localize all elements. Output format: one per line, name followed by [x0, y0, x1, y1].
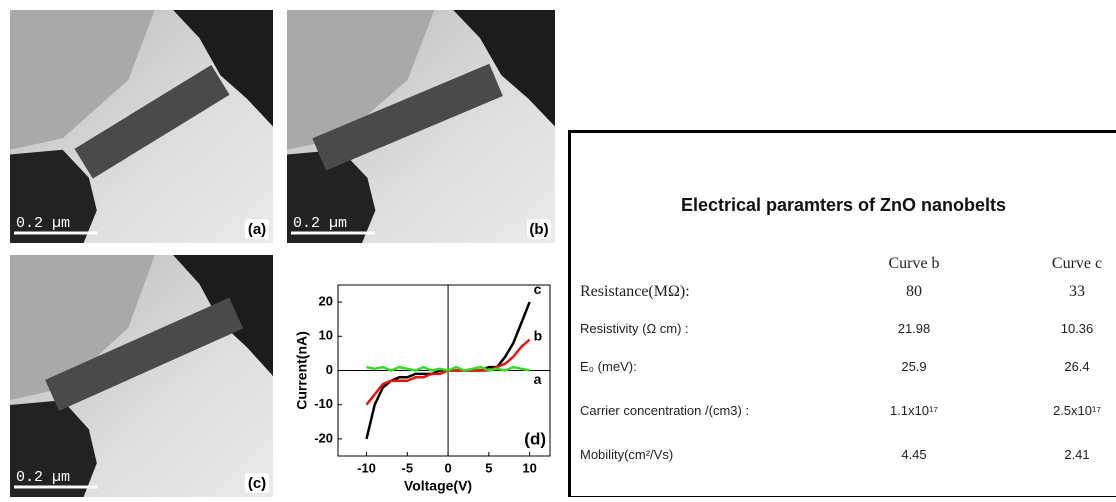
panel-label: (b) — [529, 221, 548, 238]
scale-bar-label: 0.2 µm — [16, 469, 70, 486]
curve-label: a — [534, 371, 542, 387]
curve-label: b — [534, 327, 543, 343]
table-value: 33 — [1069, 283, 1085, 301]
x-tick-label: 0 — [444, 460, 451, 475]
table-value: 21.98 — [898, 321, 931, 336]
table-value: 25.9 — [901, 359, 926, 374]
parameter-table: Electrical paramters of ZnO nanobelts Cu… — [568, 130, 1116, 497]
column-header: Curve c — [1052, 255, 1102, 273]
row-label: Resistivity (Ω cm) : — [580, 321, 689, 336]
panel-label: (a) — [248, 221, 266, 238]
row-label: Resistance(MΩ): — [580, 283, 690, 301]
page: {"panels": [ {"scale_bar": "0.2 µm", "la… — [0, 0, 1116, 502]
scale-bar-label: 0.2 µm — [16, 215, 70, 232]
scale-bar-label: 0.2 µm — [293, 215, 347, 232]
row-label: Mobility(cm²/Vs) — [580, 447, 673, 462]
y-tick-label: 20 — [319, 294, 333, 309]
x-axis-label: Voltage(V) — [404, 478, 472, 494]
x-tick-label: 5 — [485, 460, 492, 475]
table-value: 2.5x10¹⁷ — [1053, 403, 1101, 418]
x-tick-label: 10 — [522, 460, 536, 475]
y-tick-label: 10 — [319, 328, 333, 343]
table-value: 1.1x10¹⁷ — [890, 403, 938, 418]
x-tick-label: -10 — [357, 460, 376, 475]
y-tick-label: -20 — [314, 430, 333, 445]
y-tick-label: 0 — [326, 362, 333, 377]
tem-image: 0.2 µm (c) — [10, 255, 273, 497]
panel-label: (d) — [524, 429, 546, 448]
table-value: 2.41 — [1064, 447, 1089, 462]
tem-image: 0.2 µm (a) — [10, 10, 273, 243]
row-label: Carrier concentration /(cm3) : — [580, 403, 749, 418]
curve-label: c — [534, 281, 542, 297]
x-tick-label: -5 — [402, 460, 414, 475]
panel-label: (c) — [248, 475, 266, 492]
table-value: 80 — [906, 283, 922, 301]
table-title: Electrical paramters of ZnO nanobelts — [571, 195, 1116, 216]
row-label: E₀ (meV): — [580, 359, 637, 374]
y-tick-label: -10 — [314, 396, 333, 411]
table-value: 4.45 — [901, 447, 926, 462]
column-header: Curve b — [888, 255, 939, 273]
y-axis-label: Current(nA) — [294, 331, 310, 410]
table-value: 26.4 — [1064, 359, 1089, 374]
table-value: 10.36 — [1061, 321, 1094, 336]
tem-image: 0.2 µm (b) — [287, 10, 555, 243]
